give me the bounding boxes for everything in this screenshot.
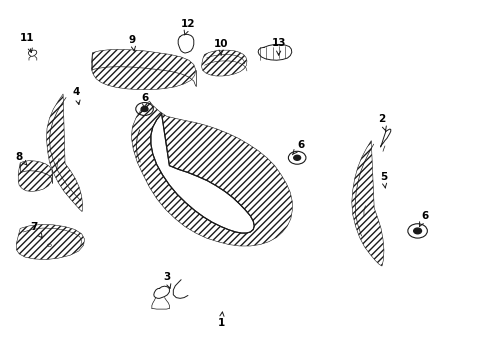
- Text: 5: 5: [379, 172, 386, 188]
- Polygon shape: [16, 225, 84, 260]
- Text: 2: 2: [378, 114, 386, 131]
- Text: 12: 12: [181, 19, 195, 35]
- Circle shape: [413, 228, 421, 234]
- Text: 10: 10: [213, 40, 228, 55]
- Text: 11: 11: [20, 33, 35, 53]
- Text: 8: 8: [16, 152, 27, 166]
- Polygon shape: [91, 49, 195, 90]
- Text: 6: 6: [419, 211, 427, 226]
- Polygon shape: [201, 50, 246, 76]
- Polygon shape: [18, 161, 52, 192]
- Text: 4: 4: [72, 87, 80, 104]
- Text: 6: 6: [141, 93, 148, 108]
- Text: 3: 3: [163, 272, 170, 288]
- Circle shape: [141, 107, 148, 112]
- Polygon shape: [351, 140, 383, 266]
- Text: 9: 9: [128, 35, 136, 51]
- Text: 1: 1: [217, 312, 224, 328]
- Polygon shape: [131, 101, 292, 246]
- Circle shape: [293, 155, 300, 160]
- Text: 7: 7: [30, 222, 42, 238]
- Polygon shape: [151, 114, 254, 233]
- Text: 13: 13: [271, 38, 285, 55]
- Text: 6: 6: [292, 140, 304, 155]
- Polygon shape: [46, 94, 82, 212]
